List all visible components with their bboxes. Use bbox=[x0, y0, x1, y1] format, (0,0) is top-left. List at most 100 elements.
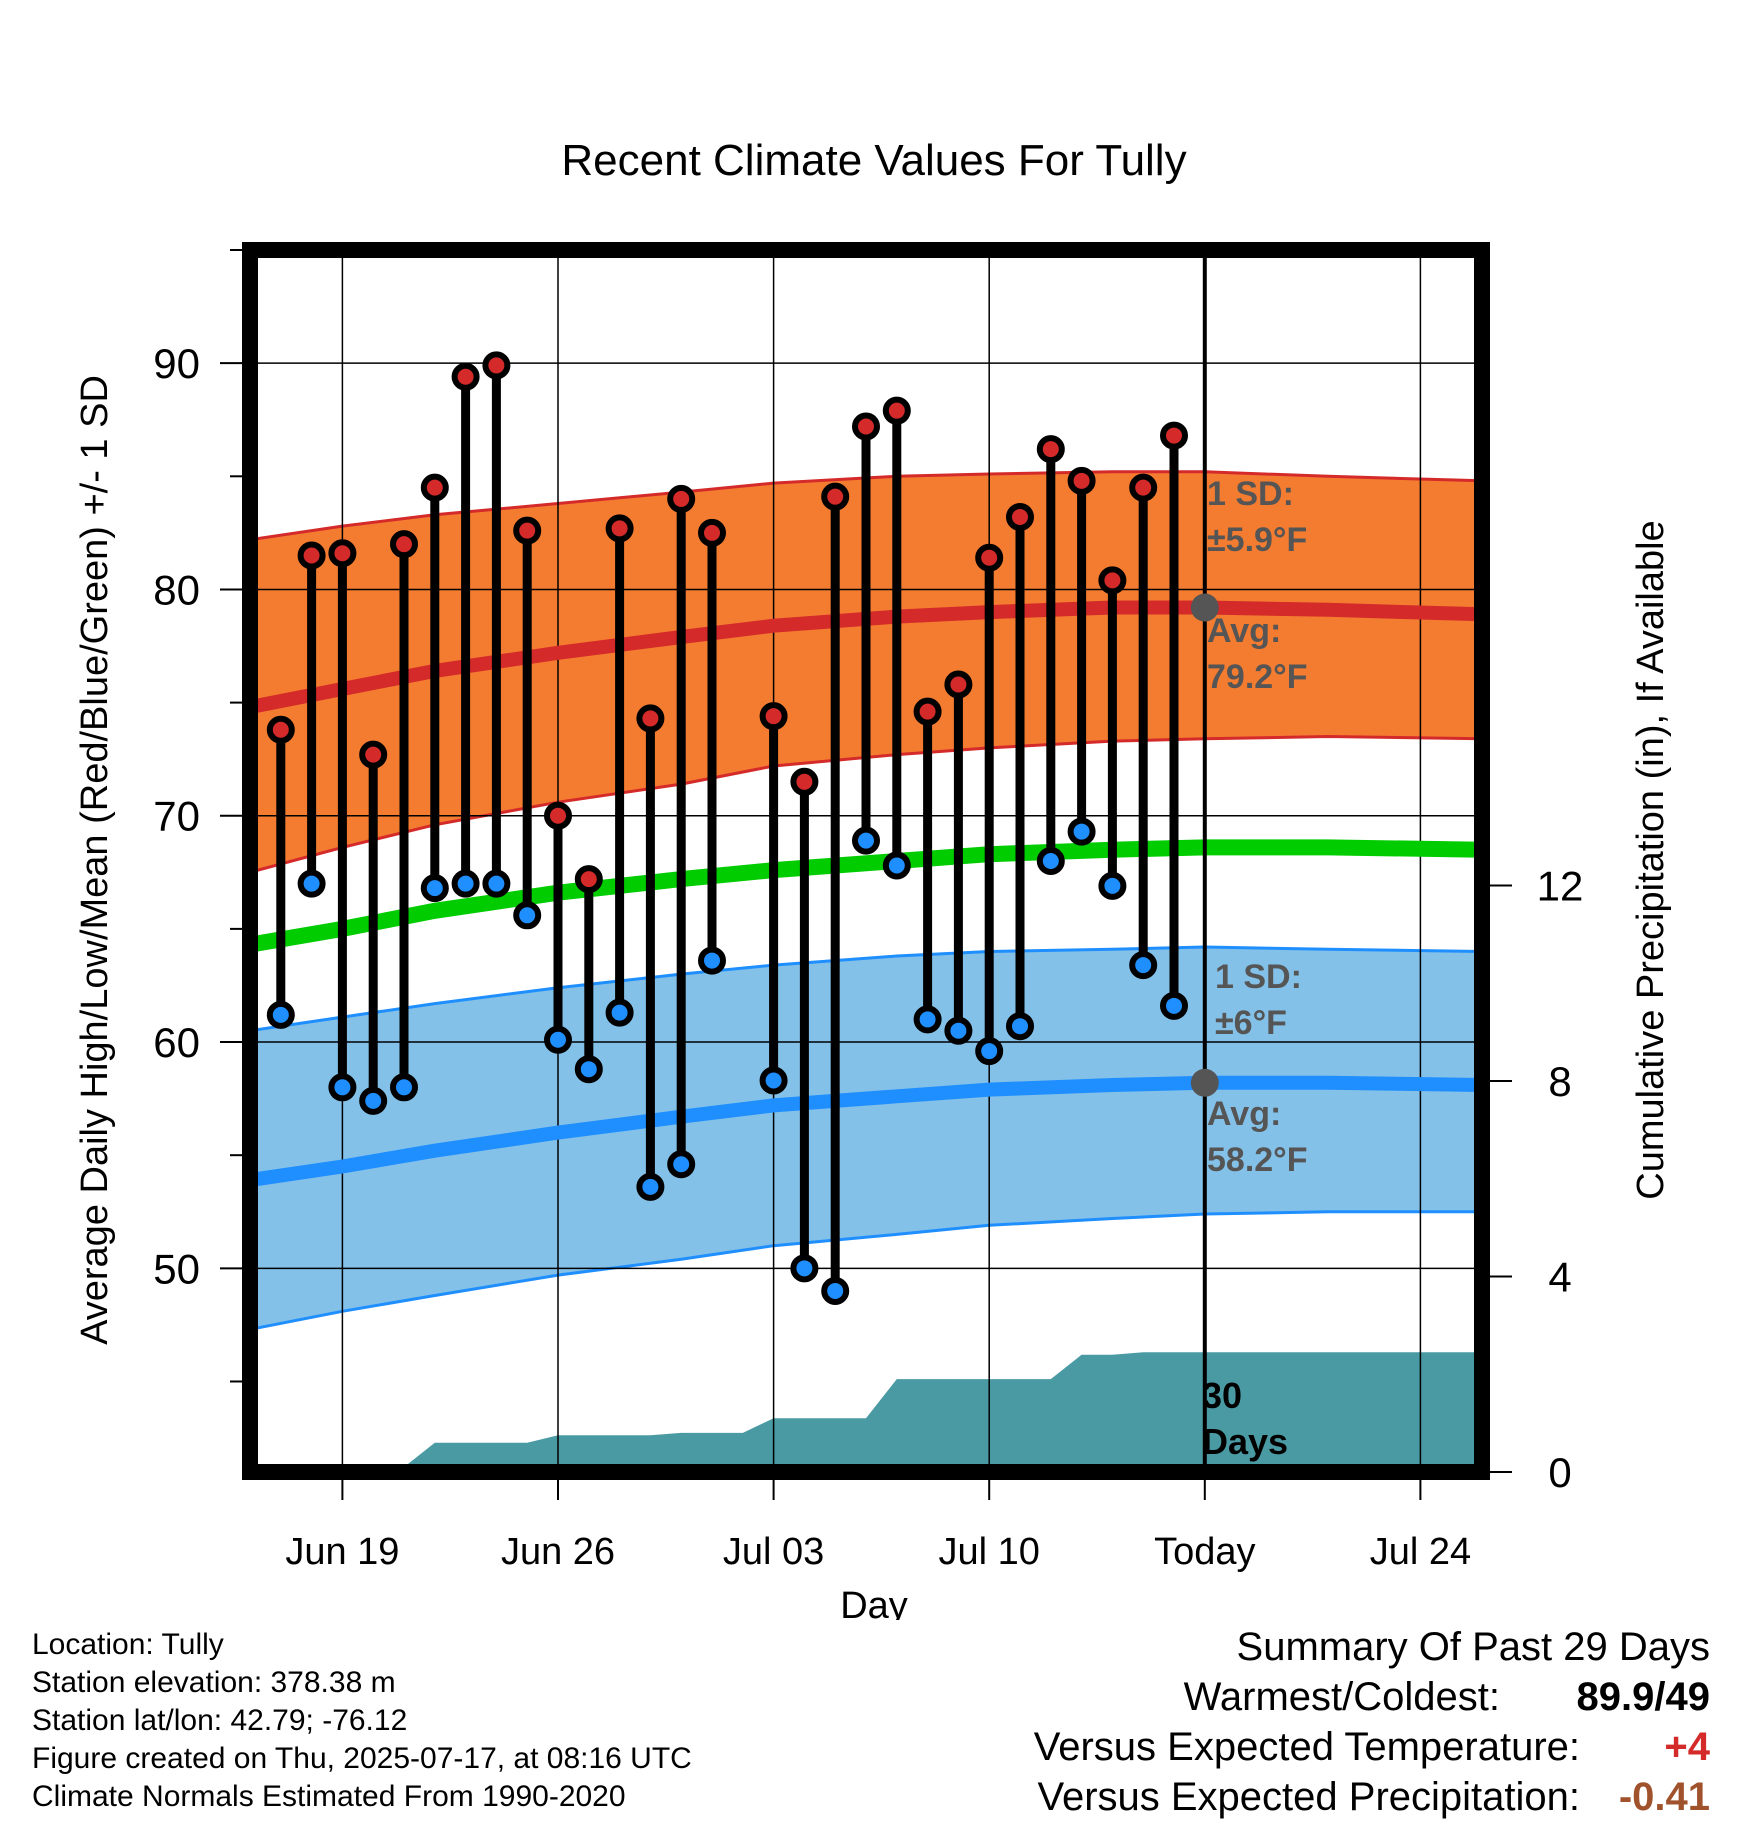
days-label-number: 30 bbox=[1202, 1375, 1242, 1416]
warm-cold-label: Warmest/Coldest: bbox=[1183, 1675, 1500, 1719]
daily-high-point bbox=[1098, 566, 1127, 595]
precip-row: Versus Expected Precipitation: -0.41 bbox=[1034, 1772, 1710, 1822]
daily-range-bars bbox=[266, 351, 1188, 1305]
x-tick-label: Jul 10 bbox=[938, 1531, 1039, 1573]
warm-cold-value: 89.9/49 bbox=[1576, 1675, 1710, 1719]
daily-low-point bbox=[1067, 817, 1096, 846]
daily-low-point bbox=[513, 901, 542, 930]
high-sd-label: 1 SD: bbox=[1207, 475, 1294, 513]
y2-tick-label: 0 bbox=[1548, 1449, 1571, 1496]
daily-high-point bbox=[1006, 503, 1034, 532]
station-info: Location: Tully Station elevation: 378.3… bbox=[32, 1626, 692, 1816]
y-tick-label: 80 bbox=[153, 566, 200, 613]
low-avg-label: Avg: bbox=[1207, 1095, 1281, 1133]
daily-low-point bbox=[821, 1276, 850, 1305]
y-tick-label: 70 bbox=[153, 793, 200, 840]
daily-high-point bbox=[574, 865, 603, 894]
summary-title: Summary Of Past 29 Days bbox=[1236, 1625, 1710, 1669]
elevation-text: Station elevation: 378.38 m bbox=[32, 1666, 396, 1699]
chart-title: Recent Climate Values For Tully bbox=[561, 136, 1186, 185]
x-axis-label: Day bbox=[840, 1585, 908, 1620]
annotations: 1 SD: ±5.9°F Avg: 79.2°F 1 SD: ±6°F Avg: 58.2°F… bbox=[1190, 475, 1308, 1462]
daily-low-point bbox=[698, 946, 726, 975]
y2-tick-label: 4 bbox=[1548, 1253, 1571, 1300]
daily-low-point bbox=[297, 869, 326, 898]
precip-value: -0.41 bbox=[1618, 1775, 1710, 1819]
daily-high-point bbox=[790, 767, 819, 796]
warm-cold-row: Warmest/Coldest: 89.9/49 bbox=[1034, 1672, 1710, 1722]
x-tick-label: Jul 24 bbox=[1370, 1531, 1471, 1573]
daily-low-point bbox=[544, 1025, 572, 1054]
daily-high-point bbox=[821, 482, 850, 511]
daily-high-point bbox=[759, 702, 788, 731]
daily-high-point bbox=[420, 473, 449, 502]
daily-high-point bbox=[852, 412, 880, 441]
daily-low-point bbox=[420, 874, 449, 903]
daily-low-point bbox=[1036, 847, 1065, 875]
daily-low-point bbox=[574, 1055, 603, 1084]
daily-low-point bbox=[975, 1037, 1004, 1066]
daily-low-point bbox=[359, 1086, 388, 1115]
x-tick-label: Jun 19 bbox=[285, 1531, 399, 1573]
daily-low-point bbox=[451, 869, 480, 898]
daily-low-point bbox=[944, 1016, 973, 1045]
y2-axis-label: Cumulative Precipitation (in), If Availa… bbox=[1630, 520, 1672, 1199]
y2-tick-label: 12 bbox=[1537, 862, 1584, 909]
low-avg-value: 58.2°F bbox=[1207, 1141, 1308, 1179]
normals-text: Climate Normals Estimated From 1990-2020 bbox=[32, 1780, 626, 1813]
daily-high-point bbox=[451, 362, 480, 391]
y2-tick-label: 8 bbox=[1548, 1058, 1571, 1105]
temp-row: Versus Expected Temperature: +4 bbox=[1034, 1722, 1710, 1772]
daily-low-point bbox=[636, 1172, 665, 1201]
precip-label: Versus Expected Precipitation: bbox=[1037, 1775, 1580, 1819]
summary-panel: Summary Of Past 29 Days Warmest/Coldest:… bbox=[1034, 1622, 1710, 1822]
today-high-avg-marker bbox=[1190, 593, 1219, 622]
daily-high-point bbox=[1129, 473, 1158, 502]
daily-high-point bbox=[944, 670, 973, 699]
latlon-text: Station lat/lon: 42.79; -76.12 bbox=[32, 1704, 408, 1737]
precip-area bbox=[250, 1352, 1482, 1472]
x-tick-label: Jul 03 bbox=[723, 1531, 824, 1573]
daily-low-point bbox=[482, 869, 511, 898]
created-text: Figure created on Thu, 2025-07-17, at 08… bbox=[32, 1742, 692, 1775]
daily-high-point bbox=[698, 518, 726, 547]
location-text: Location: Tully bbox=[32, 1628, 224, 1661]
precip-area-layer bbox=[250, 1352, 1482, 1472]
daily-low-point bbox=[1006, 1012, 1034, 1041]
today-low-avg-marker bbox=[1190, 1068, 1219, 1097]
days-label-text: Days bbox=[1202, 1421, 1288, 1462]
y-tick-label: 50 bbox=[153, 1245, 200, 1292]
daily-high-point bbox=[297, 541, 326, 570]
y-axis-label: Average Daily High/Low/Mean (Red/Blue/Gr… bbox=[74, 375, 116, 1345]
daily-high-point bbox=[913, 697, 942, 726]
daily-low-point bbox=[790, 1254, 819, 1283]
daily-high-point bbox=[636, 704, 665, 733]
low-sd-value: ±6°F bbox=[1215, 1004, 1287, 1042]
daily-low-point bbox=[667, 1150, 696, 1179]
high-avg-value: 79.2°F bbox=[1207, 658, 1308, 696]
daily-high-point bbox=[667, 484, 696, 513]
daily-low-point bbox=[266, 1000, 295, 1029]
daily-high-point bbox=[482, 351, 511, 380]
temp-label: Versus Expected Temperature: bbox=[1033, 1725, 1580, 1769]
daily-low-point bbox=[1129, 951, 1158, 980]
daily-low-point bbox=[390, 1073, 418, 1102]
axes: 50 60 70 80 90 0 4 8 12 Jun 19 Jun 26 Jul 03 Jul 10 T… bbox=[153, 242, 1584, 1573]
y-tick-label: 90 bbox=[153, 340, 200, 387]
high-band-upper-edge bbox=[249, 470, 1483, 542]
daily-high-point bbox=[1036, 435, 1065, 464]
daily-low-point bbox=[852, 826, 880, 855]
daily-high-point bbox=[266, 715, 295, 744]
daily-low-point bbox=[913, 1005, 942, 1034]
daily-high-point bbox=[605, 514, 634, 543]
daily-low-point bbox=[1098, 871, 1127, 900]
daily-low-point bbox=[1160, 991, 1188, 1020]
low-sd-label: 1 SD: bbox=[1215, 958, 1302, 996]
temp-value: +4 bbox=[1664, 1725, 1710, 1769]
daily-high-point bbox=[359, 740, 388, 769]
daily-high-point bbox=[975, 543, 1004, 572]
daily-low-point bbox=[759, 1066, 788, 1095]
daily-high-point bbox=[882, 396, 911, 425]
high-avg-label: Avg: bbox=[1207, 612, 1281, 650]
daily-high-point bbox=[1160, 421, 1188, 450]
